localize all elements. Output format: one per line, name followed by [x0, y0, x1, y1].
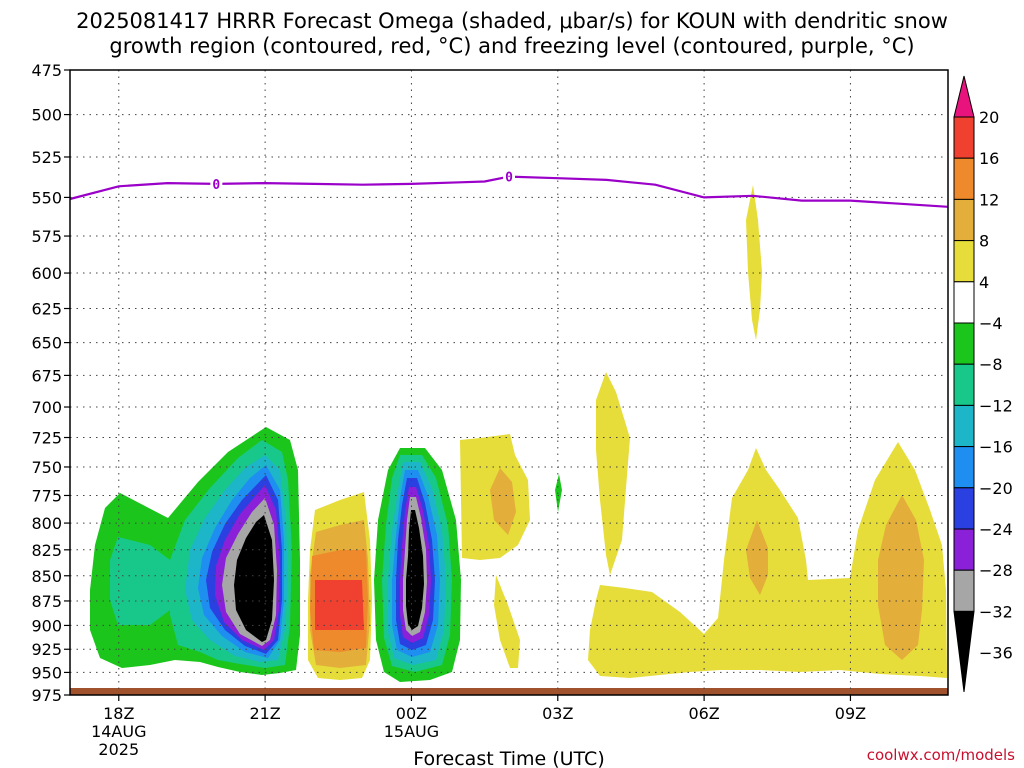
colorbar-label-1: 16 — [979, 149, 999, 168]
y-tick-label-475: 475 — [31, 61, 62, 80]
colorbar-label-13: −36 — [979, 644, 1013, 663]
colorbar-label-9: −20 — [979, 479, 1013, 498]
y-tick-label-600: 600 — [31, 264, 62, 283]
chart-title-line1: 2025081417 HRRR Forecast Omega (shaded, … — [76, 9, 948, 33]
x-tick-label-06Z: 06Z — [688, 704, 719, 723]
y-axis: 475 500 525 550 575 600 625 650 675 700 725 750 775 8… — [31, 61, 70, 705]
colorbar-arrow-top — [953, 75, 975, 118]
y-tick-label-850: 850 — [31, 567, 62, 586]
x-tick-sublabel1-00Z: 15AUG — [384, 722, 439, 741]
y-tick-label-775: 775 — [31, 486, 62, 505]
x-tick-sublabel2-18Z: 2025 — [98, 740, 139, 759]
colorbar-swatch-6 — [953, 322, 975, 365]
terrain-strip — [70, 688, 948, 695]
colorbar-swatch-5 — [953, 281, 975, 324]
omega-region-yellow-4 — [746, 185, 762, 340]
y-tick-label-650: 650 — [31, 334, 62, 353]
colorbar-swatch-11 — [953, 528, 975, 571]
y-tick-label-875: 875 — [31, 592, 62, 611]
grid-lines — [70, 69, 948, 696]
credit-text: coolwx.com/models — [867, 746, 1015, 764]
omega-region-gold-2 — [746, 520, 768, 595]
colorbar-label-10: −24 — [979, 520, 1013, 539]
chart-title-line2: growth region (contoured, red, °C) and f… — [109, 34, 914, 58]
omega-region-cell2-red — [315, 580, 364, 630]
colorbar-label-0: 20 — [979, 108, 999, 127]
omega-region-gold-3 — [878, 495, 924, 660]
y-tick-label-925: 925 — [31, 640, 62, 659]
colorbar-swatch-2 — [953, 157, 975, 200]
plot-frame — [69, 69, 949, 696]
x-tick-label-09Z: 09Z — [835, 704, 866, 723]
colorbar: 20 16 12 8 4 −4 −8 −12 −16 −20 −24 −28 −32 −36 — [953, 75, 1013, 693]
omega-region-green-speck — [555, 474, 562, 512]
omega-region-gold-1 — [490, 468, 516, 535]
colorbar-label-8: −16 — [979, 438, 1013, 457]
y-tick-label-675: 675 — [31, 366, 62, 385]
colorbar-swatch-10 — [953, 487, 975, 530]
y-tick-label-525: 525 — [31, 148, 62, 167]
omega-region-cell1-black — [234, 515, 274, 642]
y-tick-label-625: 625 — [31, 300, 62, 319]
freezing-level-line — [69, 175, 949, 208]
omega-shading — [90, 185, 947, 682]
colorbar-swatch-1 — [953, 116, 975, 159]
x-tick-label-00Z: 00Z — [396, 704, 427, 723]
x-tick-label-21Z: 21Z — [249, 704, 280, 723]
freezing-level-label-0: 0 — [212, 178, 220, 193]
colorbar-swatch-7 — [953, 363, 975, 406]
freezing-level-label-bg-1 — [503, 168, 515, 185]
colorbar-swatch-12 — [953, 569, 975, 612]
x-tick-label-18Z: 18Z — [103, 704, 134, 723]
colorbar-label-3: 8 — [979, 232, 989, 251]
colorbar-label-4: 4 — [979, 273, 989, 292]
omega-region-cell1-teal — [110, 537, 170, 625]
colorbar-label-2: 12 — [979, 190, 999, 209]
y-tick-label-750: 750 — [31, 458, 62, 477]
colorbar-swatch-4 — [953, 240, 975, 283]
colorbar-label-5: −4 — [979, 314, 1003, 333]
y-tick-label-975: 975 — [31, 686, 62, 705]
colorbar-label-6: −8 — [979, 355, 1003, 374]
colorbar-swatch-9 — [953, 446, 975, 489]
freezing-level-label-bg-0 — [210, 175, 223, 192]
y-tick-label-575: 575 — [31, 227, 62, 246]
freezing-level-label-1: 0 — [505, 171, 513, 186]
y-tick-label-825: 825 — [31, 541, 62, 560]
colorbar-arrow-bottom — [953, 610, 975, 693]
x-axis-label: Forecast Time (UTC) — [413, 748, 604, 768]
x-tick-label-03Z: 03Z — [542, 704, 573, 723]
colorbar-label-7: −12 — [979, 396, 1013, 415]
y-tick-label-950: 950 — [31, 663, 62, 682]
x-tick-sublabel1-18Z: 14AUG — [91, 722, 146, 741]
y-tick-label-500: 500 — [31, 106, 62, 125]
omega-region-yellow-2 — [494, 575, 520, 668]
y-tick-label-550: 550 — [31, 188, 62, 207]
y-tick-label-700: 700 — [31, 398, 62, 417]
colorbar-label-11: −28 — [979, 561, 1013, 580]
omega-region-cell3-black — [406, 510, 424, 630]
colorbar-swatch-8 — [953, 404, 975, 448]
y-tick-label-800: 800 — [31, 514, 62, 533]
omega-region-yellow-3 — [596, 372, 630, 575]
colorbar-label-12: −32 — [979, 602, 1013, 621]
y-tick-label-900: 900 — [31, 616, 62, 635]
colorbar-swatch-3 — [953, 198, 975, 242]
y-tick-label-725: 725 — [31, 429, 62, 448]
